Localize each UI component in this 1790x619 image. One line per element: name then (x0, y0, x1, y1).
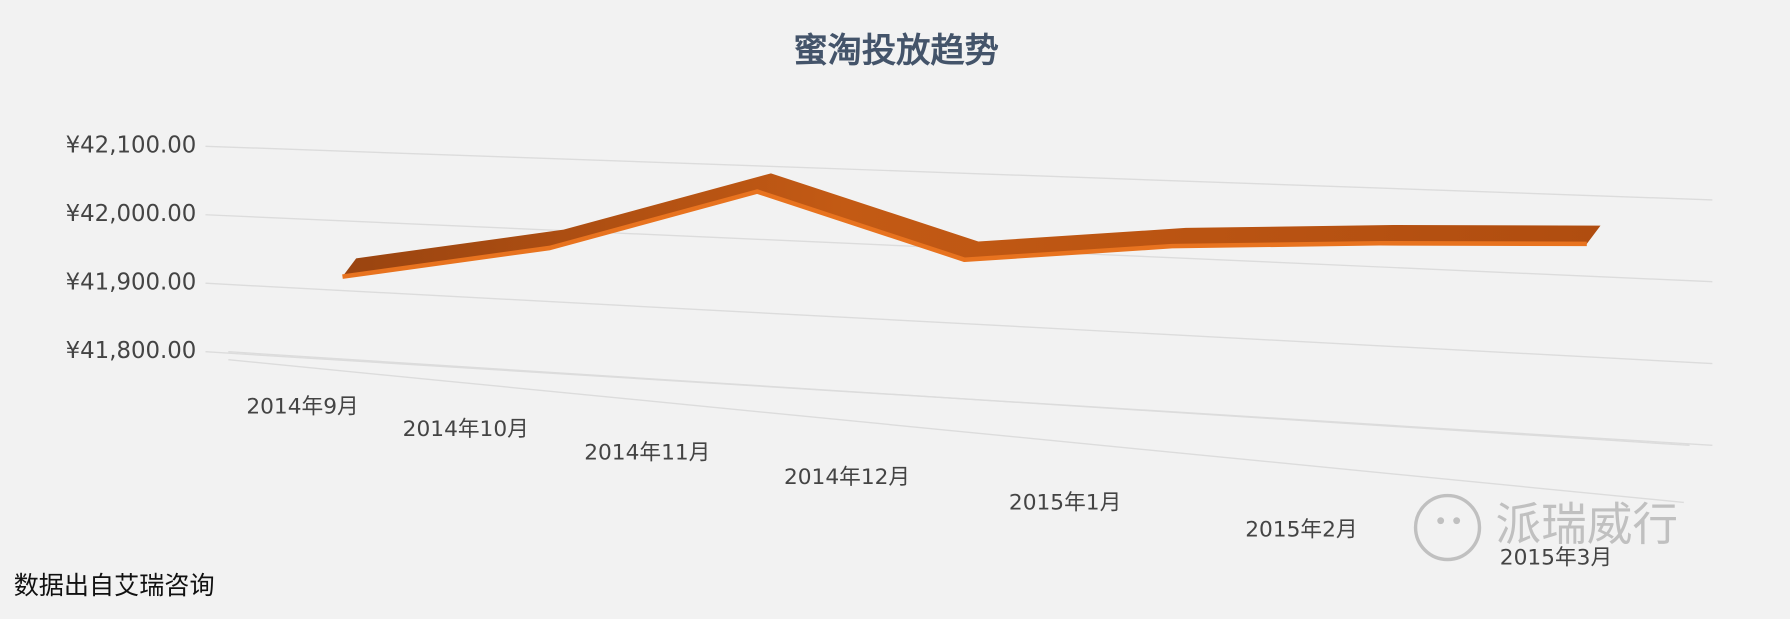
y-tick-label: ¥41,900.00 (66, 270, 197, 296)
x-tick-label: 2014年10月 (403, 417, 529, 442)
watermark-icon (1413, 493, 1482, 562)
watermark-icon (1453, 517, 1461, 525)
watermark-icon (1437, 517, 1445, 525)
watermark-text: 派瑞威行 (1495, 498, 1678, 551)
y-tick-label: ¥42,100.00 (66, 133, 197, 159)
line (342, 189, 1587, 279)
footnote: 数据出自艾瑞咨询 (14, 571, 215, 600)
x-tick-label: 2015年2月 (1245, 517, 1357, 542)
grid-line (205, 282, 1713, 365)
y-tick-label: ¥41,800.00 (66, 338, 197, 364)
watermark: 派瑞威行 (1413, 493, 1678, 562)
grid-line (205, 145, 1713, 201)
x-tick-label: 2015年1月 (1009, 491, 1121, 516)
x-tick-label: 2014年11月 (584, 440, 710, 465)
x-tick-label: 2014年9月 (246, 395, 358, 420)
floor-line (228, 359, 1684, 504)
chart-title: 蜜淘投放趋势 (793, 31, 998, 71)
x-tick-label: 2014年12月 (784, 465, 910, 490)
x-tick-label: 2015年3月 (1500, 545, 1612, 570)
grid-line (205, 351, 1713, 447)
y-tick-label: ¥42,000.00 (66, 201, 197, 227)
plot: ¥41,800.00 ¥41,900.00 ¥42,000.00 ¥42,100.00… (66, 133, 1713, 570)
ribbon-depth (342, 173, 1601, 277)
